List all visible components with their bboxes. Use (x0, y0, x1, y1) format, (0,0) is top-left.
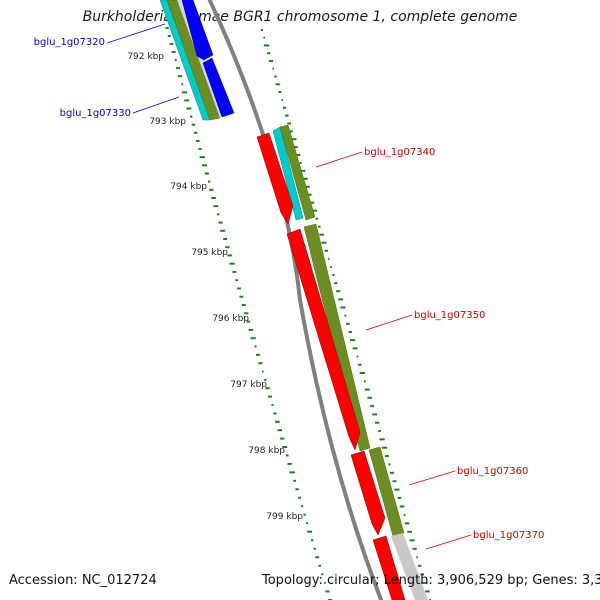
plus-strand-features (256, 124, 428, 600)
gene-label-bglu-1g07370[interactable]: bglu_1g07370 (473, 530, 544, 541)
gc-skew-track-left (163, 19, 333, 600)
leader-line-bglu-1g07330 (132, 96, 180, 114)
scale-tick-label: 798 kbp (248, 446, 285, 456)
leader-line-bglu-1g07370 (425, 534, 472, 550)
minus-strand-features (159, 0, 235, 121)
scale-tick-label: 792 kbp (127, 52, 164, 62)
gene-label-bglu-1g07330[interactable]: bglu_1g07330 (60, 108, 131, 119)
leader-line-bglu-1g07340 (315, 151, 363, 168)
gene-label-bglu-1g07350[interactable]: bglu_1g07350 (414, 310, 485, 321)
gene-label-bglu-1g07320[interactable]: bglu_1g07320 (34, 37, 105, 48)
gene-label-bglu-1g07340[interactable]: bglu_1g07340 (364, 147, 435, 158)
feature-olive-1 (279, 124, 316, 221)
feature-olive-2 (303, 223, 371, 452)
gene-labels: bglu_1g07320 bglu_1g07330 bglu_1g07340 b… (34, 23, 544, 550)
cds-bglu-1g07320[interactable] (181, 0, 214, 61)
scale-tick-label: 797 kbp (230, 380, 267, 390)
leader-line-bglu-1g07350 (365, 314, 413, 331)
leader-line-bglu-1g07320 (106, 23, 166, 44)
genome-stats-text: Topology: circular; Length: 3,906,529 bp… (262, 573, 600, 588)
scale-tick-label: 794 kbp (170, 182, 207, 192)
cds-bglu-1g07340[interactable] (256, 132, 294, 225)
gene-label-bglu-1g07360[interactable]: bglu_1g07360 (457, 466, 528, 477)
feature-grey-lower (391, 533, 428, 600)
leader-line-bglu-1g07360 (408, 470, 456, 486)
feature-teal-lower (272, 126, 304, 221)
feature-olive-3 (368, 446, 405, 537)
cds-bglu-1g07330[interactable] (202, 57, 235, 118)
scale-tick-label: 793 kbp (149, 117, 186, 127)
cds-bglu-1g07370[interactable] (372, 535, 406, 600)
genome-backbone (207, 0, 384, 600)
scale-tick-label: 796 kbp (212, 314, 249, 324)
accession-text: Accession: NC_012724 (9, 573, 157, 588)
scale-tick-label: 799 kbp (266, 512, 303, 522)
scale-tick-label: 795 kbp (191, 248, 228, 258)
scale-tick-labels: 792 kbp 793 kbp 794 kbp 795 kbp 796 kbp 797 k… (127, 52, 303, 522)
cds-bglu-1g07350[interactable] (286, 228, 361, 451)
cds-bglu-1g07360[interactable] (350, 450, 386, 536)
